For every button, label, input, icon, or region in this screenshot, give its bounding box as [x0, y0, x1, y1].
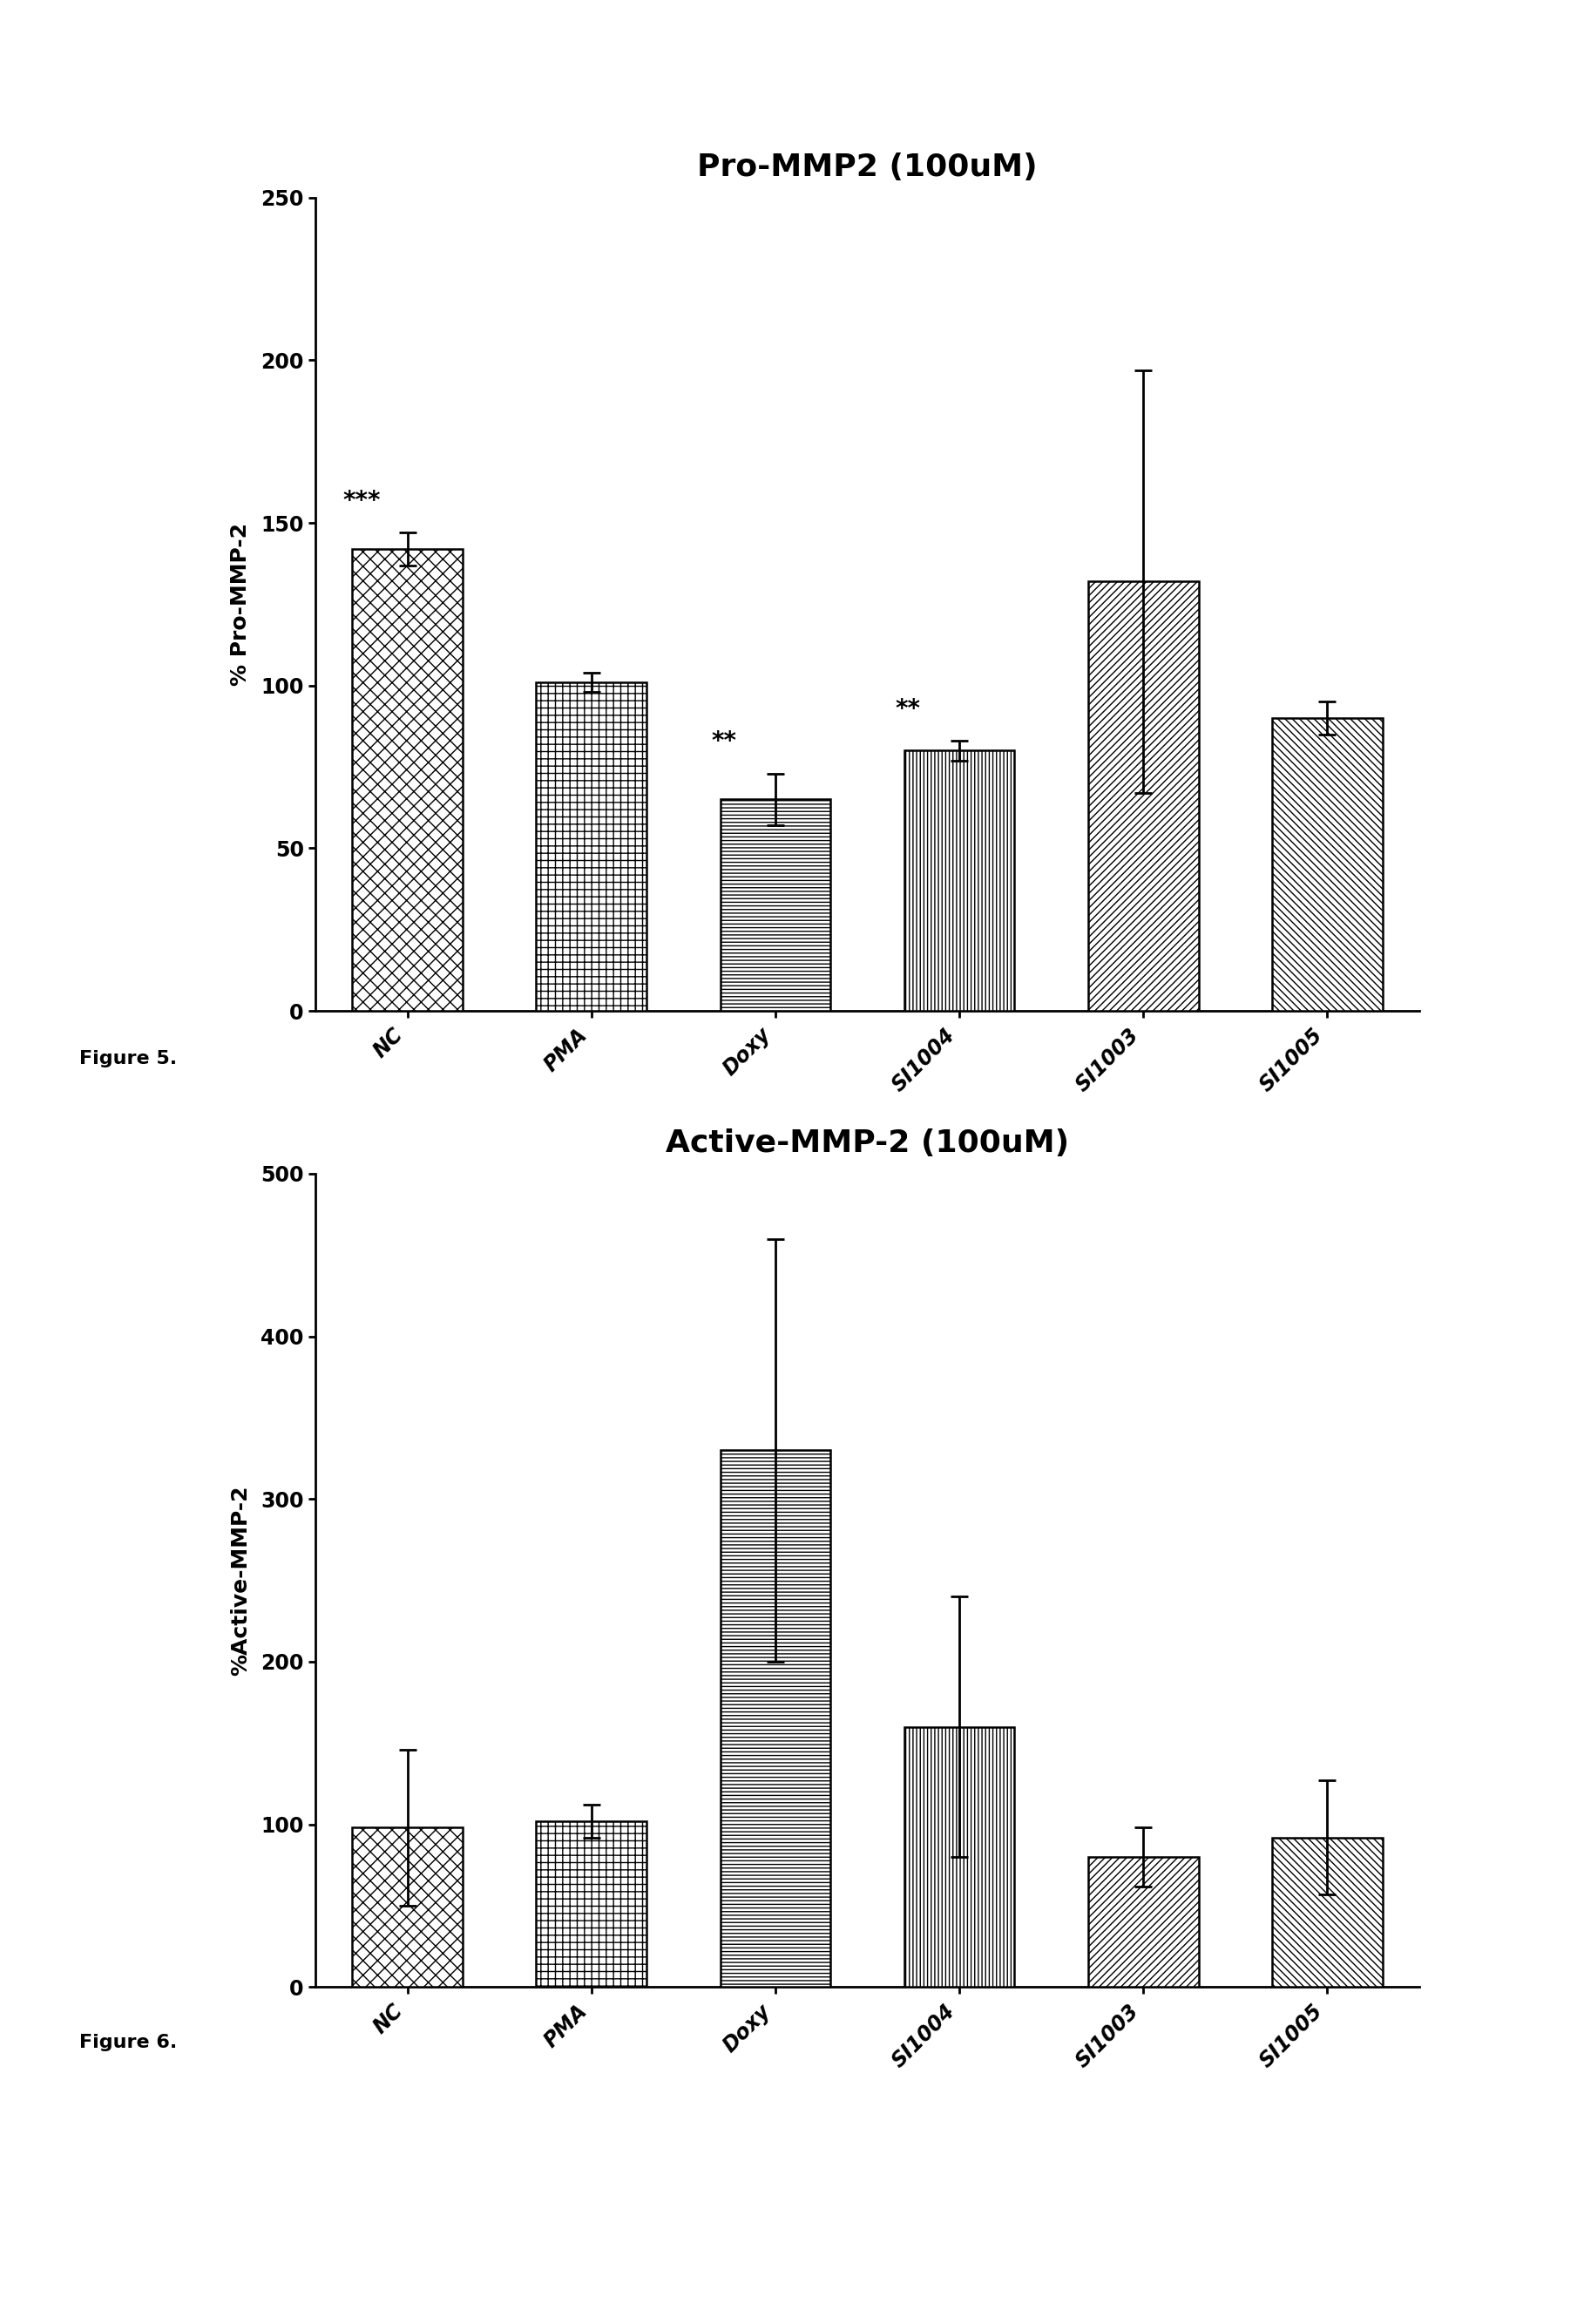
Text: Figure 6.: Figure 6.	[79, 2034, 177, 2050]
Title: Active-MMP-2 (100uM): Active-MMP-2 (100uM)	[665, 1129, 1069, 1157]
Bar	[721, 799, 831, 1011]
Text: **: **	[894, 697, 921, 720]
Title: Pro-MMP2 (100uM): Pro-MMP2 (100uM)	[697, 153, 1038, 181]
Bar	[1088, 1857, 1199, 1987]
Bar	[1273, 718, 1383, 1011]
Bar	[536, 683, 647, 1011]
Text: **: **	[711, 730, 736, 753]
Bar	[536, 1822, 647, 1987]
Text: ***: ***	[344, 488, 382, 514]
Bar	[352, 548, 462, 1011]
Bar	[1273, 1838, 1383, 1987]
Bar	[904, 1727, 1014, 1987]
Y-axis label: %Active-MMP-2: %Active-MMP-2	[230, 1485, 251, 1676]
Y-axis label: % Pro-MMP-2: % Pro-MMP-2	[230, 523, 251, 686]
Bar	[721, 1450, 831, 1987]
Bar	[352, 1827, 462, 1987]
Text: Figure 5.: Figure 5.	[79, 1050, 177, 1067]
Bar	[1088, 581, 1199, 1011]
Bar	[904, 751, 1014, 1011]
